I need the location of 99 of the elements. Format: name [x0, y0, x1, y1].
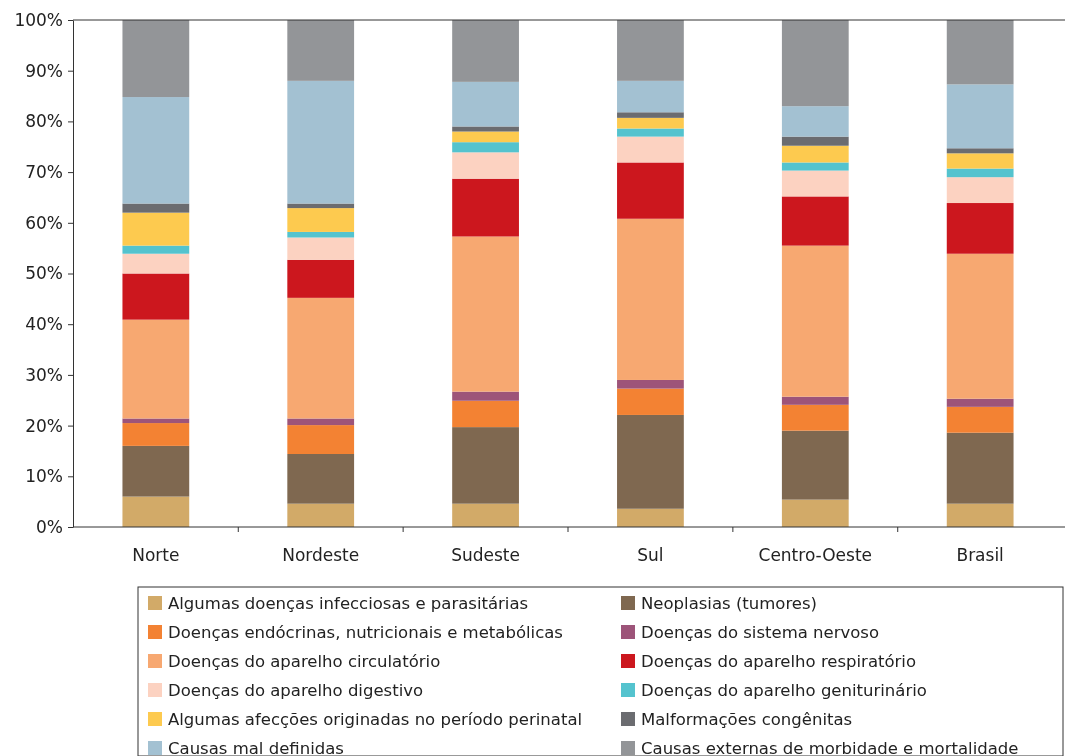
bar	[452, 142, 519, 153]
bar	[617, 508, 684, 527]
bar	[617, 117, 684, 129]
bar	[781, 396, 849, 405]
bar	[122, 445, 190, 497]
bar	[452, 427, 519, 504]
y-tick-label: 60%	[25, 212, 63, 233]
bar	[122, 20, 190, 98]
bar	[122, 212, 190, 246]
bar	[617, 162, 684, 219]
bar	[781, 136, 849, 146]
bar	[122, 423, 190, 446]
bar	[287, 503, 355, 527]
bar	[287, 425, 355, 454]
bar	[452, 131, 519, 143]
bar	[287, 259, 355, 298]
bar	[452, 178, 519, 237]
bar	[452, 391, 519, 401]
bar	[781, 404, 849, 431]
legend-label: Neoplasias (tumores)	[641, 594, 818, 613]
bar	[287, 20, 355, 81]
y-tick-label: 30%	[25, 364, 63, 385]
bar	[287, 80, 355, 204]
y-tick-label: 0%	[36, 516, 63, 537]
y-tick-label: 70%	[25, 162, 63, 183]
bar	[617, 128, 684, 137]
y-tick-label: 80%	[25, 111, 63, 132]
bar	[122, 273, 190, 320]
y-tick-label: 20%	[25, 415, 63, 436]
bar	[287, 208, 355, 232]
bar	[452, 81, 519, 127]
legend-label: Doenças do aparelho digestivo	[168, 681, 424, 700]
legend-label: Doenças endócrinas, nutricionais e metabólicas	[168, 623, 563, 642]
x-tick-label: Sul	[637, 545, 664, 565]
y-tick-label: 40%	[25, 314, 63, 335]
bar	[452, 400, 519, 428]
bar	[287, 418, 355, 426]
legend-label: Causas externas de morbidade e mortalidade	[641, 739, 1019, 756]
legend-label: Doenças do sistema nervoso	[641, 623, 880, 642]
bar	[122, 203, 190, 213]
bar	[452, 503, 519, 527]
bar	[946, 503, 1014, 527]
bar	[946, 20, 1014, 85]
bar	[781, 196, 849, 246]
x-tick-label: Brasil	[956, 545, 1004, 565]
bar	[946, 148, 1014, 154]
legend-label: Doenças do aparelho geniturinário	[641, 681, 927, 700]
y-tick-label: 10%	[25, 466, 63, 487]
x-tick-label: Sudeste	[451, 545, 520, 565]
bar	[946, 253, 1014, 399]
bar	[781, 162, 849, 171]
legend-label: Malformações congênitas	[641, 710, 853, 729]
bar	[452, 126, 519, 132]
bar	[617, 112, 684, 118]
y-tick-label: 100%	[14, 9, 63, 30]
bar	[781, 170, 849, 197]
bar	[287, 237, 355, 260]
bar	[287, 297, 355, 419]
bar	[617, 414, 684, 509]
bar	[452, 236, 519, 392]
bar	[946, 84, 1014, 149]
bar	[122, 253, 190, 274]
bar	[946, 398, 1014, 407]
legend-label: Doenças do aparelho circulatório	[168, 652, 441, 671]
bar	[287, 231, 355, 238]
bar	[946, 203, 1014, 254]
bar	[781, 106, 849, 137]
bar	[122, 496, 190, 527]
bar	[617, 388, 684, 415]
bar	[946, 153, 1014, 169]
bar	[617, 136, 684, 163]
bar	[452, 20, 519, 82]
legend-label: Doenças do aparelho respiratório	[641, 652, 917, 671]
legend-label: Causas mal definidas	[168, 739, 344, 756]
bar	[946, 168, 1014, 178]
bar	[781, 499, 849, 527]
x-tick-label: Nordeste	[282, 545, 360, 565]
bar	[452, 152, 519, 179]
bar	[781, 20, 849, 107]
bar	[781, 145, 849, 163]
bar	[617, 379, 684, 389]
bar	[617, 20, 684, 81]
legend-label: Algumas afecções originadas no período perinatal	[168, 710, 583, 729]
bar	[946, 406, 1014, 433]
bar	[946, 177, 1014, 204]
bar	[617, 218, 684, 380]
bar	[122, 97, 190, 204]
bar	[781, 245, 849, 397]
x-tick-label: Norte	[132, 545, 180, 565]
bar	[781, 430, 849, 500]
bar	[122, 319, 190, 419]
bar	[122, 245, 190, 254]
bar	[946, 432, 1014, 504]
y-tick-label: 90%	[25, 60, 63, 81]
legend-label: Algumas doenças infecciosas e parasitárias	[168, 594, 529, 613]
x-tick-label: Centro-Oeste	[758, 545, 873, 565]
bar	[617, 80, 684, 113]
y-tick-label: 50%	[25, 263, 63, 284]
bar	[287, 453, 355, 504]
